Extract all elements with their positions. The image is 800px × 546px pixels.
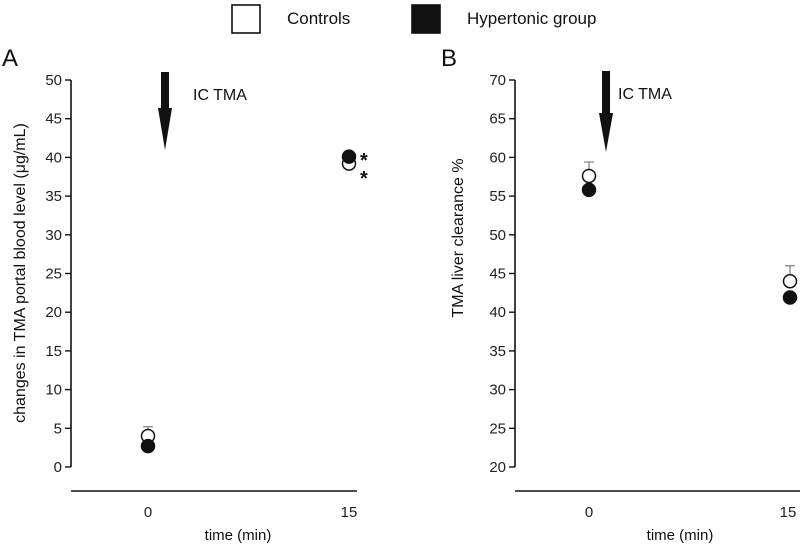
data-point-controls (782, 273, 798, 289)
y-tick-label: 45 (489, 266, 506, 283)
y-tick-label: 15 (45, 343, 62, 360)
significance-star: * (360, 150, 368, 172)
x-tick-label: 15 (341, 504, 358, 521)
y-tick-label: 60 (489, 149, 506, 166)
y-tick-label: 5 (54, 420, 62, 437)
y-tick-label: 30 (489, 382, 506, 399)
annotation-label: IC TMA (193, 87, 247, 104)
y-tick-label: 25 (489, 420, 506, 437)
x-tick-label: 15 (780, 504, 797, 521)
panel-label: A (2, 45, 18, 72)
panel-a: A 0 5 10 15 20 25 30 35 40 45 50 changes in TMA po… (2, 45, 368, 544)
y-tick-label: 35 (45, 188, 62, 205)
y-tick-label: 50 (45, 72, 62, 89)
legend-swatch-controls (231, 4, 261, 34)
y-tick-label: 0 (54, 459, 62, 476)
panel-label: B (441, 45, 457, 72)
y-tick-label: 40 (489, 304, 506, 321)
data-point-hypertonic (782, 290, 798, 305)
y-tick-label: 55 (489, 188, 506, 205)
legend: Controls Hypertonic group (231, 4, 596, 34)
x-tick-label: 0 (144, 504, 152, 521)
y-tick-label: 45 (45, 111, 62, 128)
legend-swatch-hypertonic (411, 4, 441, 34)
y-axis-label: changes in TMA portal blood level (μg/mL… (12, 123, 29, 423)
y-tick-label: 65 (489, 111, 506, 128)
x-tick-label: 0 (585, 504, 593, 521)
y-tick-label: 20 (45, 304, 62, 321)
x-axis-label: time (min) (205, 527, 272, 544)
y-tick-label: 20 (489, 459, 506, 476)
y-tick-label: 50 (489, 227, 506, 244)
arrow-annotation (599, 71, 613, 152)
annotation-label: IC TMA (618, 86, 672, 103)
legend-label-controls: Controls (287, 9, 350, 28)
data-point-hypertonic (140, 438, 156, 454)
data-point-controls (581, 168, 597, 184)
y-axis-label: TMA liver clearance % (450, 158, 467, 317)
data-point-hypertonic (341, 149, 357, 164)
significance-star: * (360, 168, 368, 190)
panel-b: B 20 25 30 35 40 45 50 55 60 65 70 TMA liver clear… (441, 45, 800, 544)
y-tick-label: 35 (489, 343, 506, 360)
x-axis-label: time (min) (647, 527, 714, 544)
legend-label-hypertonic: Hypertonic group (467, 9, 596, 28)
y-tick-label: 30 (45, 227, 62, 244)
data-point-hypertonic (581, 182, 597, 198)
arrow-annotation (158, 72, 172, 150)
y-tick-label: 40 (45, 149, 62, 166)
y-tick-label: 25 (45, 266, 62, 283)
y-tick-label: 10 (45, 382, 62, 399)
y-tick-label: 70 (489, 72, 506, 89)
